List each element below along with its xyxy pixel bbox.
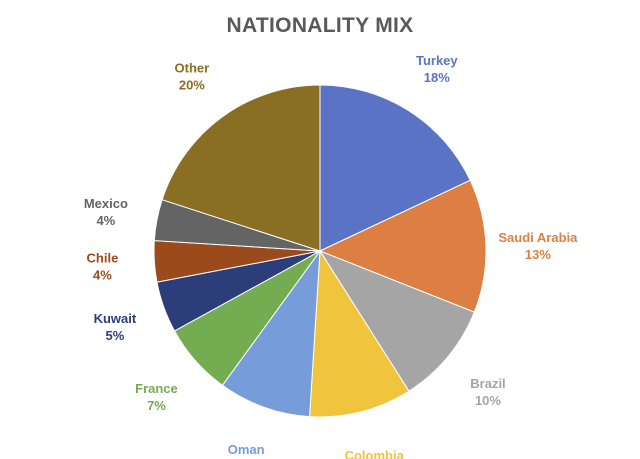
pie-slices bbox=[153, 84, 487, 418]
pie-slice-oman bbox=[221, 249, 321, 418]
slice-label-colombia: Colombia10% bbox=[345, 448, 405, 459]
pie-slice-turkey bbox=[319, 84, 471, 252]
pie-slice-colombia bbox=[309, 249, 410, 418]
slice-label-saudi-arabia: Saudi Arabia 13% bbox=[498, 230, 578, 262]
slice-label-mexico: Mexico 4% bbox=[84, 196, 128, 228]
slice-label-brazil: Brazil 10% bbox=[470, 376, 505, 408]
pie-slice-brazil bbox=[318, 249, 475, 392]
slice-label-kuwait: Kuwait 5% bbox=[94, 311, 137, 343]
slice-label-chile: Chile 4% bbox=[87, 251, 119, 283]
chart-title: NATIONALITY MIX bbox=[226, 14, 414, 37]
pie-slice-saudi-arabia bbox=[318, 179, 487, 313]
slice-label-turkey: Turkey 18% bbox=[416, 53, 458, 85]
slice-label-france: France 7% bbox=[135, 381, 178, 413]
pie-labels: Turkey 18% Saudi Arabia 13% Brazil 10% Colombi… bbox=[84, 53, 578, 459]
pie-slice-other bbox=[161, 84, 321, 252]
slice-label-oman: Oman9% bbox=[228, 442, 265, 459]
slice-label-other: Other 20% bbox=[175, 61, 210, 93]
